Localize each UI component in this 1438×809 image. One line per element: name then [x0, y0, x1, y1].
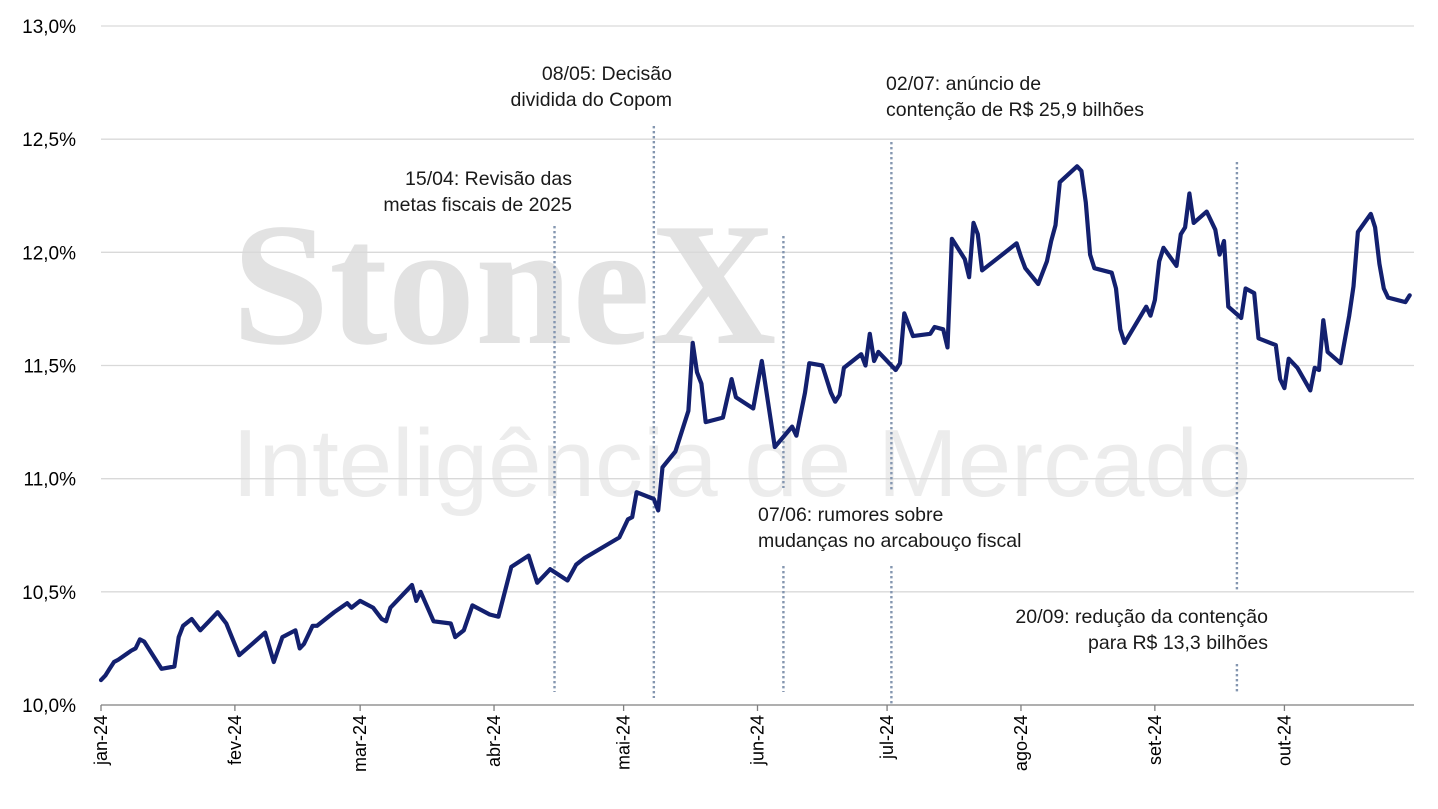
x-tick-label: set-24 — [1145, 715, 1165, 765]
annotation-text: metas fiscais de 2025 — [383, 194, 572, 216]
x-tick-label: jan-24 — [91, 715, 111, 766]
x-tick-label: out-24 — [1274, 715, 1294, 766]
annotation-text: contenção de R$ 25,9 bilhões — [886, 99, 1144, 121]
x-tick-label: ago-24 — [1011, 715, 1031, 771]
y-tick-label: 11,0% — [24, 470, 77, 491]
annotations: 15/04: Revisão das metas fiscais de 2025 0… — [383, 63, 1268, 654]
y-tick-label: 12,0% — [22, 243, 76, 264]
gridlines — [101, 25, 1414, 593]
y-tick-label: 12,5% — [22, 130, 76, 151]
y-tick-label: 10,5% — [22, 583, 76, 604]
annotation-text: 20/09: redução da contenção — [1015, 606, 1268, 628]
watermark-brand: StoneX — [232, 187, 776, 381]
x-tick-label: fev-24 — [225, 715, 245, 765]
x-tick-label: mar-24 — [350, 715, 370, 772]
annotation-text: dividida do Copom — [510, 89, 672, 111]
annotation-text: para R$ 13,3 bilhões — [1088, 632, 1268, 654]
y-tick-label: 11,5% — [24, 357, 77, 378]
event-lines — [553, 126, 1239, 705]
x-tick-label: abr-24 — [484, 715, 504, 767]
y-tick-label: 13,0% — [22, 17, 76, 38]
series-layer — [98, 164, 1412, 683]
annotation-text: mudanças no arcabouço fiscal — [758, 530, 1021, 552]
x-axis: jan-24 fev-24 mar-24 abr-24 mai-24 jun-24 jul-… — [91, 704, 1414, 772]
annotation-text: 07/06: rumores sobre — [758, 504, 943, 526]
watermark: StoneX Inteligência de Mercado — [232, 187, 1251, 517]
series-line — [98, 164, 1412, 683]
annotation-text: 02/07: anúncio de — [886, 73, 1041, 95]
annotation-text: 08/05: Decisão — [542, 63, 672, 85]
x-tick-label: jul-24 — [877, 715, 897, 760]
y-axis: 10,0% 10,5% 11,0% 11,5% 12,0% 12,5% 13,0% — [22, 17, 76, 717]
annotation-text: 15/04: Revisão das — [405, 168, 572, 190]
x-tick-label: jun-24 — [748, 715, 768, 766]
x-tick-label: mai-24 — [614, 715, 634, 770]
y-tick-label: 10,0% — [22, 696, 76, 717]
watermark-tagline: Inteligência de Mercado — [232, 410, 1251, 517]
